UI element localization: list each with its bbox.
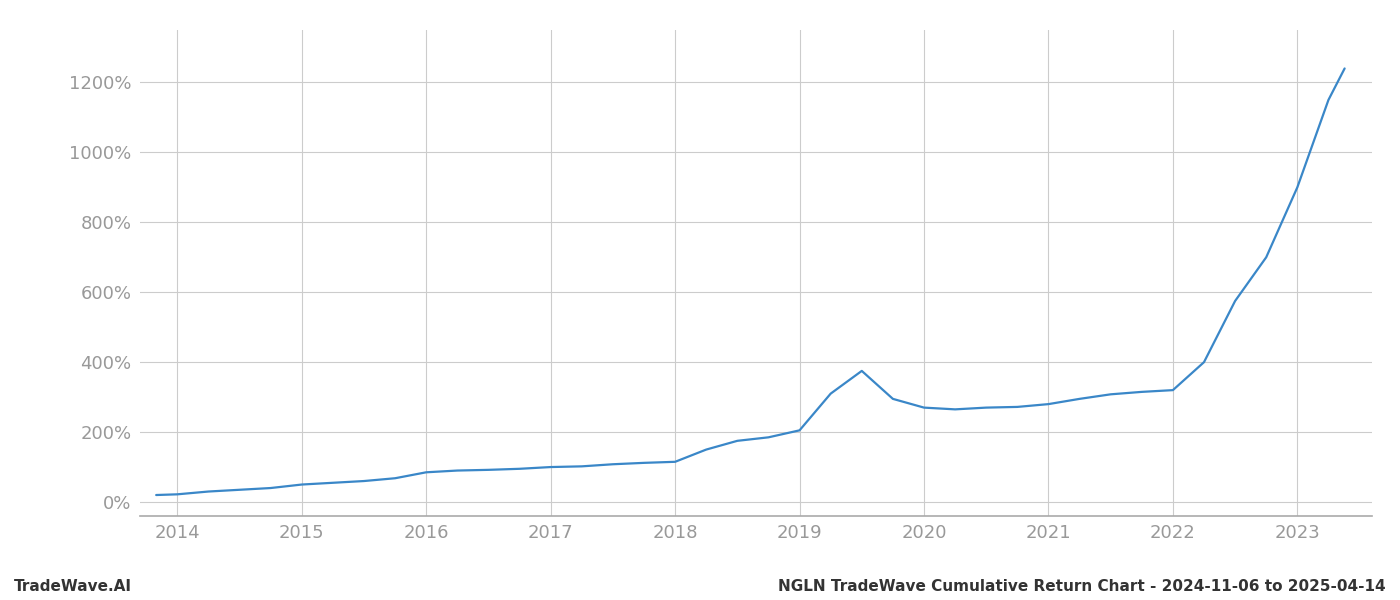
Text: NGLN TradeWave Cumulative Return Chart - 2024-11-06 to 2025-04-14: NGLN TradeWave Cumulative Return Chart -… — [778, 579, 1386, 594]
Text: TradeWave.AI: TradeWave.AI — [14, 579, 132, 594]
